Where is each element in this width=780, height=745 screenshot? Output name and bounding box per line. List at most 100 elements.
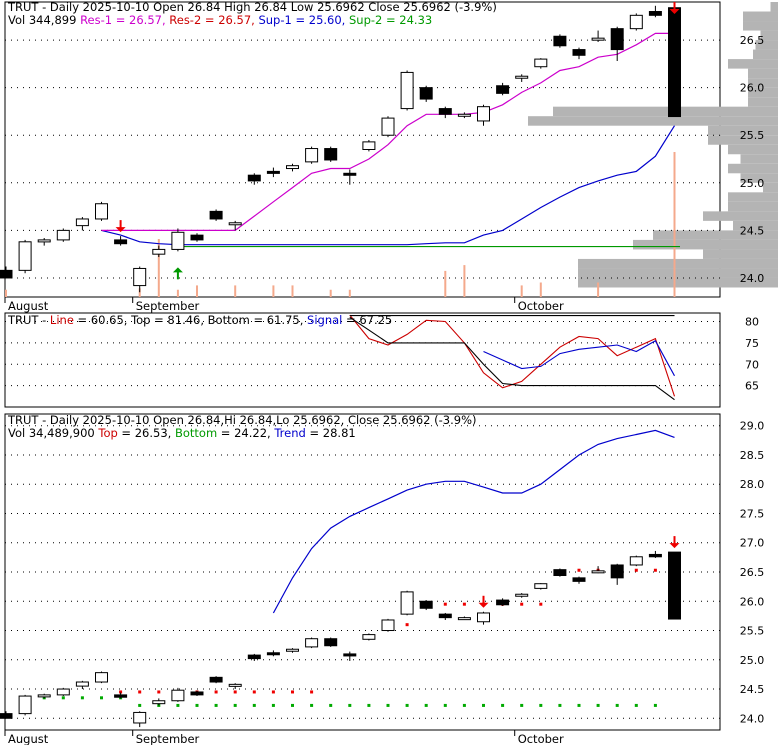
volume-profile-bar xyxy=(733,220,778,231)
top-dot xyxy=(138,690,142,694)
price-title: TRUT - Daily 2025-10-10 Open 26.84 High … xyxy=(7,0,497,14)
top-dot xyxy=(405,623,409,627)
volume-profile-bar xyxy=(578,277,778,288)
trend-candle xyxy=(133,711,147,724)
volume-profile-bar xyxy=(770,1,778,12)
price-candle xyxy=(553,35,567,47)
bottom-dot xyxy=(214,703,218,707)
oscillator-y-tick-label: 65 xyxy=(745,380,759,393)
trend-subtitle-segment: Trend xyxy=(273,426,305,440)
trend-subtitle-segment: = 28.81 xyxy=(306,426,356,440)
volume-profile-bar xyxy=(578,268,778,278)
volume-bar xyxy=(329,289,332,297)
volume-bar xyxy=(138,288,141,297)
bottom-dot xyxy=(310,703,314,707)
trend-y-tick-label: 29.0 xyxy=(740,420,765,433)
trend-subtitle-segment: Vol 34,489,900 xyxy=(8,426,98,440)
res1-line xyxy=(101,32,675,231)
price-candle xyxy=(362,141,376,151)
oscillator-y-tick-label: 75 xyxy=(745,337,759,350)
oscillator-title-segment: Top xyxy=(130,313,150,327)
trend-y-tick-label: 27.5 xyxy=(740,507,765,520)
price-candle xyxy=(190,234,204,241)
volume-profile-bar xyxy=(728,192,778,202)
trend-candle xyxy=(114,694,128,698)
price-candle xyxy=(18,241,32,271)
bottom-dot xyxy=(443,703,447,707)
price-candle xyxy=(534,58,548,68)
price-candle xyxy=(629,14,643,30)
trend-candle xyxy=(496,599,510,606)
price-candle xyxy=(171,231,185,250)
price-y-tick-label: 25.0 xyxy=(740,177,765,190)
trend-x-tick-label: August xyxy=(8,732,49,745)
price-candle xyxy=(228,222,242,226)
bottom-dot xyxy=(195,703,199,707)
trend-candle xyxy=(438,613,452,619)
price-candle xyxy=(400,71,414,110)
trend-candle xyxy=(400,591,414,615)
price-candle xyxy=(266,170,280,174)
price-y-tick-label: 24.0 xyxy=(740,272,765,285)
bottom-dot xyxy=(462,703,466,707)
trend-subtitle: Vol 34,489,900 Top = 26.53, Bottom = 24.… xyxy=(8,426,356,440)
volume-profile-bar xyxy=(748,87,778,98)
trend-candle xyxy=(343,653,357,657)
volume-profile-bar xyxy=(528,116,778,126)
trend-candle xyxy=(152,700,166,705)
bottom-dot xyxy=(596,703,600,707)
oscillator-title-segment: = 60.65, xyxy=(74,313,131,327)
trend-x-tick-label: September xyxy=(136,732,200,745)
bottom-dot xyxy=(653,703,657,707)
volume-profile-bar xyxy=(703,211,778,221)
bottom-dot xyxy=(558,703,562,707)
volume-bar xyxy=(348,289,351,297)
price-candle xyxy=(305,148,319,163)
price-candle xyxy=(496,85,510,94)
volume-bar xyxy=(597,282,600,297)
oscillator-title-segment: Line xyxy=(50,313,74,327)
volume-bar xyxy=(5,289,7,297)
price-signal-arrow-head xyxy=(115,227,126,233)
oscillator-title-segment: = 61.75, xyxy=(250,313,307,327)
price-subtitle-segment: Sup-1 = 25.60, xyxy=(258,13,349,27)
price-x-tick-label: August xyxy=(8,299,49,313)
price-subtitle-segment: Res-1 = 26.57, xyxy=(80,13,169,27)
price-subtitle-segment: Sup-2 = 24.33 xyxy=(349,13,432,27)
trend-candle xyxy=(534,583,548,589)
top-dot xyxy=(310,690,314,694)
bottom-dot xyxy=(405,703,409,707)
trend-candle xyxy=(190,691,204,696)
trend-subtitle-segment: Bottom xyxy=(175,426,217,440)
bottom-dot xyxy=(577,703,581,707)
bottom-dot xyxy=(482,703,485,707)
price-candle xyxy=(572,49,586,56)
trend-y-tick-label: 26.5 xyxy=(740,566,765,579)
volume-bar xyxy=(272,285,275,297)
price-signal-arrow-head xyxy=(669,9,680,14)
volume-profile-bar xyxy=(653,230,778,240)
volume-bar xyxy=(176,289,179,297)
trend-candle xyxy=(610,564,624,579)
price-candle xyxy=(37,239,51,243)
volume-bar xyxy=(291,285,294,297)
oscillator-signal-line xyxy=(483,340,675,377)
trend-subtitle-segment: = 26.53, xyxy=(118,426,175,440)
price-y-tick-label: 24.5 xyxy=(740,224,765,237)
trend-candle xyxy=(266,652,280,656)
volume-bar xyxy=(444,270,447,297)
trend-signal-arrow-head xyxy=(478,602,489,608)
trend-candle xyxy=(56,688,70,696)
trend-candle xyxy=(324,638,338,647)
price-signal-arrow-head xyxy=(172,267,183,273)
price-candle xyxy=(610,28,624,51)
bottom-dot xyxy=(271,703,275,707)
volume-profile-bar xyxy=(728,163,778,174)
trend-y-tick-label: 25.5 xyxy=(740,625,765,638)
bottom-dot xyxy=(252,703,256,707)
bottom-dot xyxy=(329,703,333,707)
top-dot xyxy=(520,602,524,606)
volume-bar xyxy=(539,282,542,297)
bottom-dot xyxy=(386,703,390,707)
top-dot xyxy=(539,602,543,606)
